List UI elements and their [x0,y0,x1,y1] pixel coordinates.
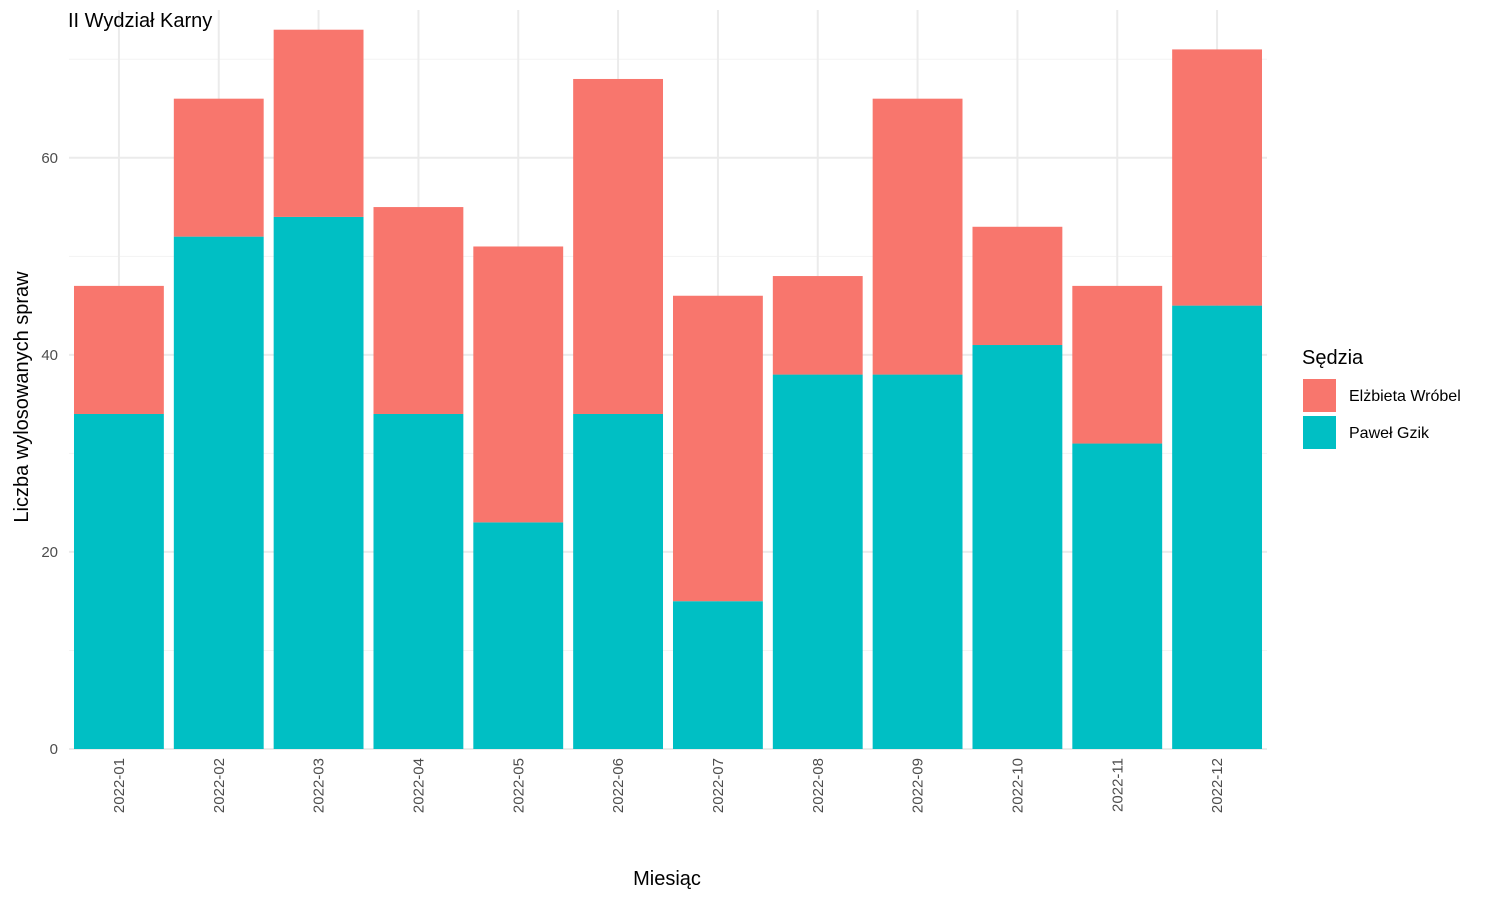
x-tick-label: 2022-03 [311,758,328,813]
bar-segment [872,374,963,749]
bar-segment [273,216,364,750]
legend-label: Elżbieta Wróbel [1349,388,1461,405]
legend-swatch [1303,416,1336,449]
x-tick-label: 2022-05 [510,758,527,813]
bar-segment [73,285,164,414]
chart-title: II Wydział Karny [68,10,212,32]
bar-segment [972,345,1063,749]
x-tick-label: 2022-07 [710,758,727,813]
bar-segment [1072,285,1163,444]
bar-segment [73,413,164,749]
y-tick-label: 60 [41,150,58,167]
x-tick-label: 2022-12 [1209,758,1226,813]
bar-segment [772,374,863,749]
bar-segment [672,601,763,749]
bar-segment [373,413,464,749]
bar-segment [173,236,264,750]
bar-segment [872,98,963,375]
bar-segment [1172,305,1263,749]
bar-segment [772,276,863,375]
bar-segment [173,98,264,237]
x-tick-label: 2022-09 [910,758,927,813]
x-tick-label: 2022-11 [1109,758,1126,812]
bar-segment [1172,49,1263,306]
x-tick-label: 2022-06 [610,758,627,813]
x-tick-label: 2022-04 [410,758,427,813]
y-tick-label: 0 [50,741,58,758]
bar-layer [73,29,1263,750]
bar-segment [373,207,464,414]
legend-items: Elżbieta Wróbel Paweł Gzik [1303,379,1461,449]
bar-segment [1072,443,1163,749]
legend-title: Sędzia [1302,347,1364,369]
x-tick-label: 2022-10 [1009,758,1026,813]
bar-segment [573,413,664,749]
bar-segment [473,246,564,523]
legend-swatch [1303,379,1336,412]
legend-label: Paweł Gzik [1349,425,1430,442]
x-axis-title: Miesiąc [633,868,701,890]
axis-layer: 0 20 40 60 2022-01 2022-02 2022-03 2022-04 2022-… [41,150,1226,813]
legend: Sędzia Elżbieta Wróbel Paweł Gzik [1302,347,1461,449]
x-tick-label: 2022-08 [810,758,827,813]
bar-segment [573,78,664,414]
y-axis-title: Liczba wylosowanych spraw [11,271,33,523]
x-tick-label: 2022-01 [111,758,128,813]
x-tick-label: 2022-02 [211,758,228,813]
y-tick-label: 40 [41,347,58,364]
bar-segment [672,295,763,602]
bar-segment [273,29,364,217]
bar-segment [473,522,564,749]
y-tick-label: 20 [41,544,58,561]
bar-segment [972,226,1063,346]
